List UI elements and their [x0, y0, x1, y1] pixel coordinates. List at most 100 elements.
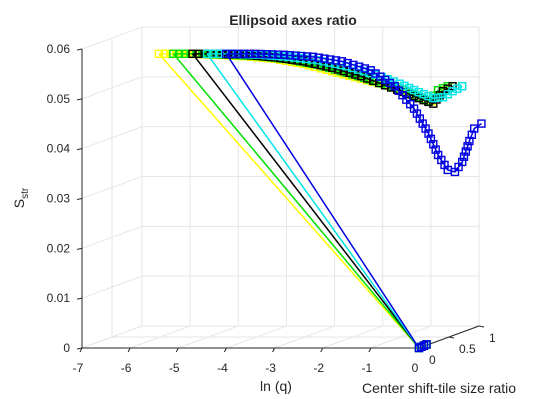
series-3-marker-35	[405, 83, 414, 93]
series-2-marker-0	[188, 49, 197, 59]
series-3-marker-1	[208, 49, 218, 59]
series-4-marker-41	[426, 134, 436, 144]
x-tick-label-0: -7	[73, 361, 84, 375]
series-4-marker-10	[279, 50, 289, 60]
series-4-marker-24	[360, 64, 370, 73]
x-axis-label: ln (q)	[260, 378, 292, 394]
series-layer	[154, 49, 486, 353]
series-1-marker-2	[180, 49, 190, 59]
series-2-marker-33	[380, 81, 390, 90]
series-3-marker-45	[453, 84, 462, 93]
series-3-marker-44	[448, 86, 457, 96]
series-4-marker-50	[457, 157, 467, 167]
x-tick-label-2: -5	[169, 361, 180, 375]
x-tick-label-3: -4	[217, 361, 228, 375]
z-tick-mark-0	[76, 347, 83, 350]
x-tick-mark-3	[223, 347, 227, 353]
series-4-marker-51	[459, 152, 469, 161]
series-3-marker-40	[429, 93, 438, 103]
z-axis-label-sub: str	[20, 187, 31, 199]
z-tick-mark-2	[76, 247, 83, 250]
series-1-marker-1	[174, 49, 184, 59]
series-2-return-line	[191, 53, 420, 349]
series-4-marker-17	[320, 54, 329, 63]
x-tick-label-1: -6	[121, 361, 132, 375]
series-4-marker-12	[291, 51, 300, 60]
series-2-marker-1	[194, 49, 203, 59]
series-4-marker-40	[424, 129, 433, 138]
series-4-marker-3	[239, 49, 248, 59]
x-tick-label-7: 0	[412, 361, 419, 375]
series-4-marker-11	[285, 51, 295, 60]
z-tick-mark-6	[76, 48, 83, 51]
series-3-marker-38	[419, 89, 428, 99]
series-2-marker-46	[443, 84, 452, 93]
series-4-marker-7	[262, 50, 271, 59]
series-3-marker-41	[433, 93, 443, 102]
x-tick-label-6: -1	[362, 361, 373, 375]
series-3-marker-39	[424, 91, 433, 101]
series-4-marker-53	[463, 142, 472, 151]
series-4-marker-15	[308, 52, 318, 62]
series-4-marker-20	[337, 57, 347, 66]
series-4-marker-52	[461, 147, 470, 156]
x-tick-mark-1	[127, 347, 131, 353]
series-3-line	[207, 53, 463, 99]
grid-layer	[81, 26, 480, 349]
x-tick-label-5: -2	[313, 361, 324, 375]
series-1-marker-0	[169, 49, 178, 59]
z-tick-label-0: 0	[63, 341, 70, 355]
z-tick-label-5: 0.05	[47, 92, 71, 106]
z-tick-mark-4	[76, 148, 83, 151]
series-3-marker-0	[202, 49, 212, 59]
series-4-marker-56	[470, 124, 479, 133]
series-4-end-marker-3	[422, 340, 431, 349]
series-4-marker-13	[297, 51, 306, 61]
series-1-return-line	[172, 53, 420, 349]
series-4-marker-9	[274, 50, 283, 59]
series-4-marker-8	[268, 50, 277, 59]
series-4-return-line	[225, 53, 420, 349]
series-4-marker-42	[429, 140, 438, 149]
x-tick-mark-0	[79, 347, 83, 353]
series-4-marker-1	[227, 49, 237, 59]
series-3-return-line	[206, 53, 420, 349]
series-4-marker-54	[465, 136, 474, 146]
x-tick-mark-2	[175, 347, 179, 353]
z-tick-label-1: 0.01	[47, 291, 71, 305]
series-2-marker-47	[448, 82, 457, 91]
series-4-end-marker-1	[417, 342, 426, 351]
z-tick-mark-3	[76, 198, 83, 200]
z-axis-label: Sstr	[11, 187, 31, 208]
series-4-marker-16	[314, 53, 323, 62]
series-3-marker-37	[414, 87, 424, 97]
series-0-marker-1	[160, 49, 169, 59]
series-4-marker-2	[233, 49, 243, 59]
z-tick-label-3: 0.03	[47, 192, 71, 206]
series-0-return-line	[158, 53, 420, 349]
series-0-marker-0	[154, 49, 164, 59]
series-4-marker-57	[477, 119, 486, 128]
z-tick-label-2: 0.02	[47, 241, 71, 255]
z-tick-label-6: 0.06	[47, 42, 71, 56]
series-4-marker-23	[354, 62, 364, 71]
text-layer: Ellipsoid axes ratio ln (q) Center shift…	[11, 12, 516, 396]
x-tick-label-4: -3	[265, 361, 276, 375]
series-4-marker-14	[302, 52, 312, 61]
z-axis-label-main: S	[11, 199, 27, 208]
series-3-marker-34	[400, 81, 409, 91]
series-4-marker-4	[245, 49, 254, 59]
series-4-marker-5	[250, 49, 260, 59]
y-tick-label-2: 1	[489, 331, 496, 345]
z-tick-mark-1	[76, 297, 83, 300]
series-4-marker-6	[256, 49, 266, 59]
x-tick-mark-4	[272, 347, 276, 353]
z-tick-label-4: 0.04	[47, 142, 71, 156]
series-4-marker-22	[349, 60, 358, 70]
x-tick-mark-6	[368, 347, 372, 353]
y-tick-label-1: 0.5	[459, 342, 476, 356]
z-tick-mark-5	[76, 98, 83, 101]
series-4-marker-21	[343, 58, 352, 68]
series-4	[222, 49, 486, 353]
